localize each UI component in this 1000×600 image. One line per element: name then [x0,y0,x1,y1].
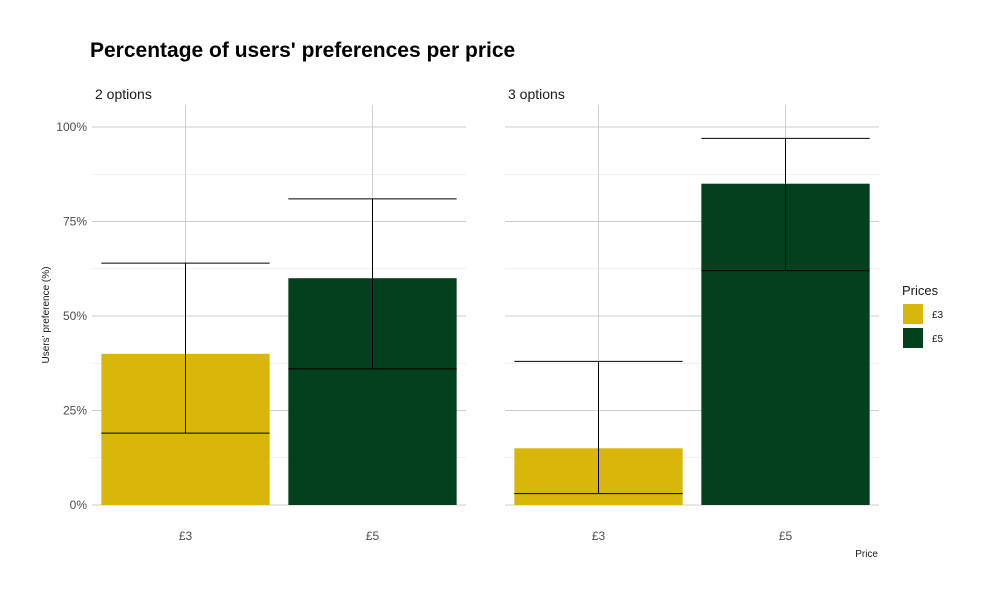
facet-label: 2 options [95,86,152,102]
legend-item: £3 [903,304,944,324]
facet-panel-2: 3 options £3 £5 [505,86,879,543]
x-tick-label: £3 [592,529,606,543]
facets: 2 options £3 £5 0% 25% 50% 75% 100% 3 options £3 £… [56,86,879,543]
y-tick-label: 50% [63,309,87,323]
error-bar [288,198,457,370]
legend-swatch [903,328,923,348]
x-tick-label: £5 [366,529,380,543]
legend-title: Prices [902,283,939,298]
legend-label: £5 [932,334,944,345]
y-tick-label: 100% [56,120,87,134]
x-axis-title: Price [855,549,878,560]
y-axis-title: Users' preference (%) [41,267,52,364]
error-bar [514,360,683,495]
error-bar [701,137,870,272]
legend-swatch [903,304,923,324]
y-tick-label: 0% [70,498,88,512]
error-bar [101,262,270,434]
x-tick-label: £3 [179,529,193,543]
y-tick-label: 25% [63,404,87,418]
facet-label: 3 options [508,86,565,102]
facet-panel-1: 2 options £3 £5 0% 25% 50% 75% 100% [56,86,466,543]
legend-item: £5 [903,328,944,348]
legend-label: £3 [932,310,944,321]
chart-title: Percentage of users' preferences per pri… [90,39,515,62]
x-tick-label: £5 [779,529,793,543]
legend: Prices £3 £5 [902,283,944,348]
y-tick-label: 75% [63,215,87,229]
